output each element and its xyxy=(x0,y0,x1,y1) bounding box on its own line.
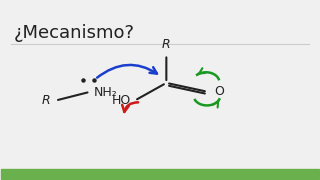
Text: R: R xyxy=(162,38,171,51)
Text: O: O xyxy=(215,85,224,98)
Bar xyxy=(1,169,319,179)
Text: HO: HO xyxy=(112,94,132,107)
Text: NH₂: NH₂ xyxy=(94,86,118,99)
Text: ¿Mecanismo?: ¿Mecanismo? xyxy=(14,24,135,42)
Text: R: R xyxy=(42,94,51,107)
